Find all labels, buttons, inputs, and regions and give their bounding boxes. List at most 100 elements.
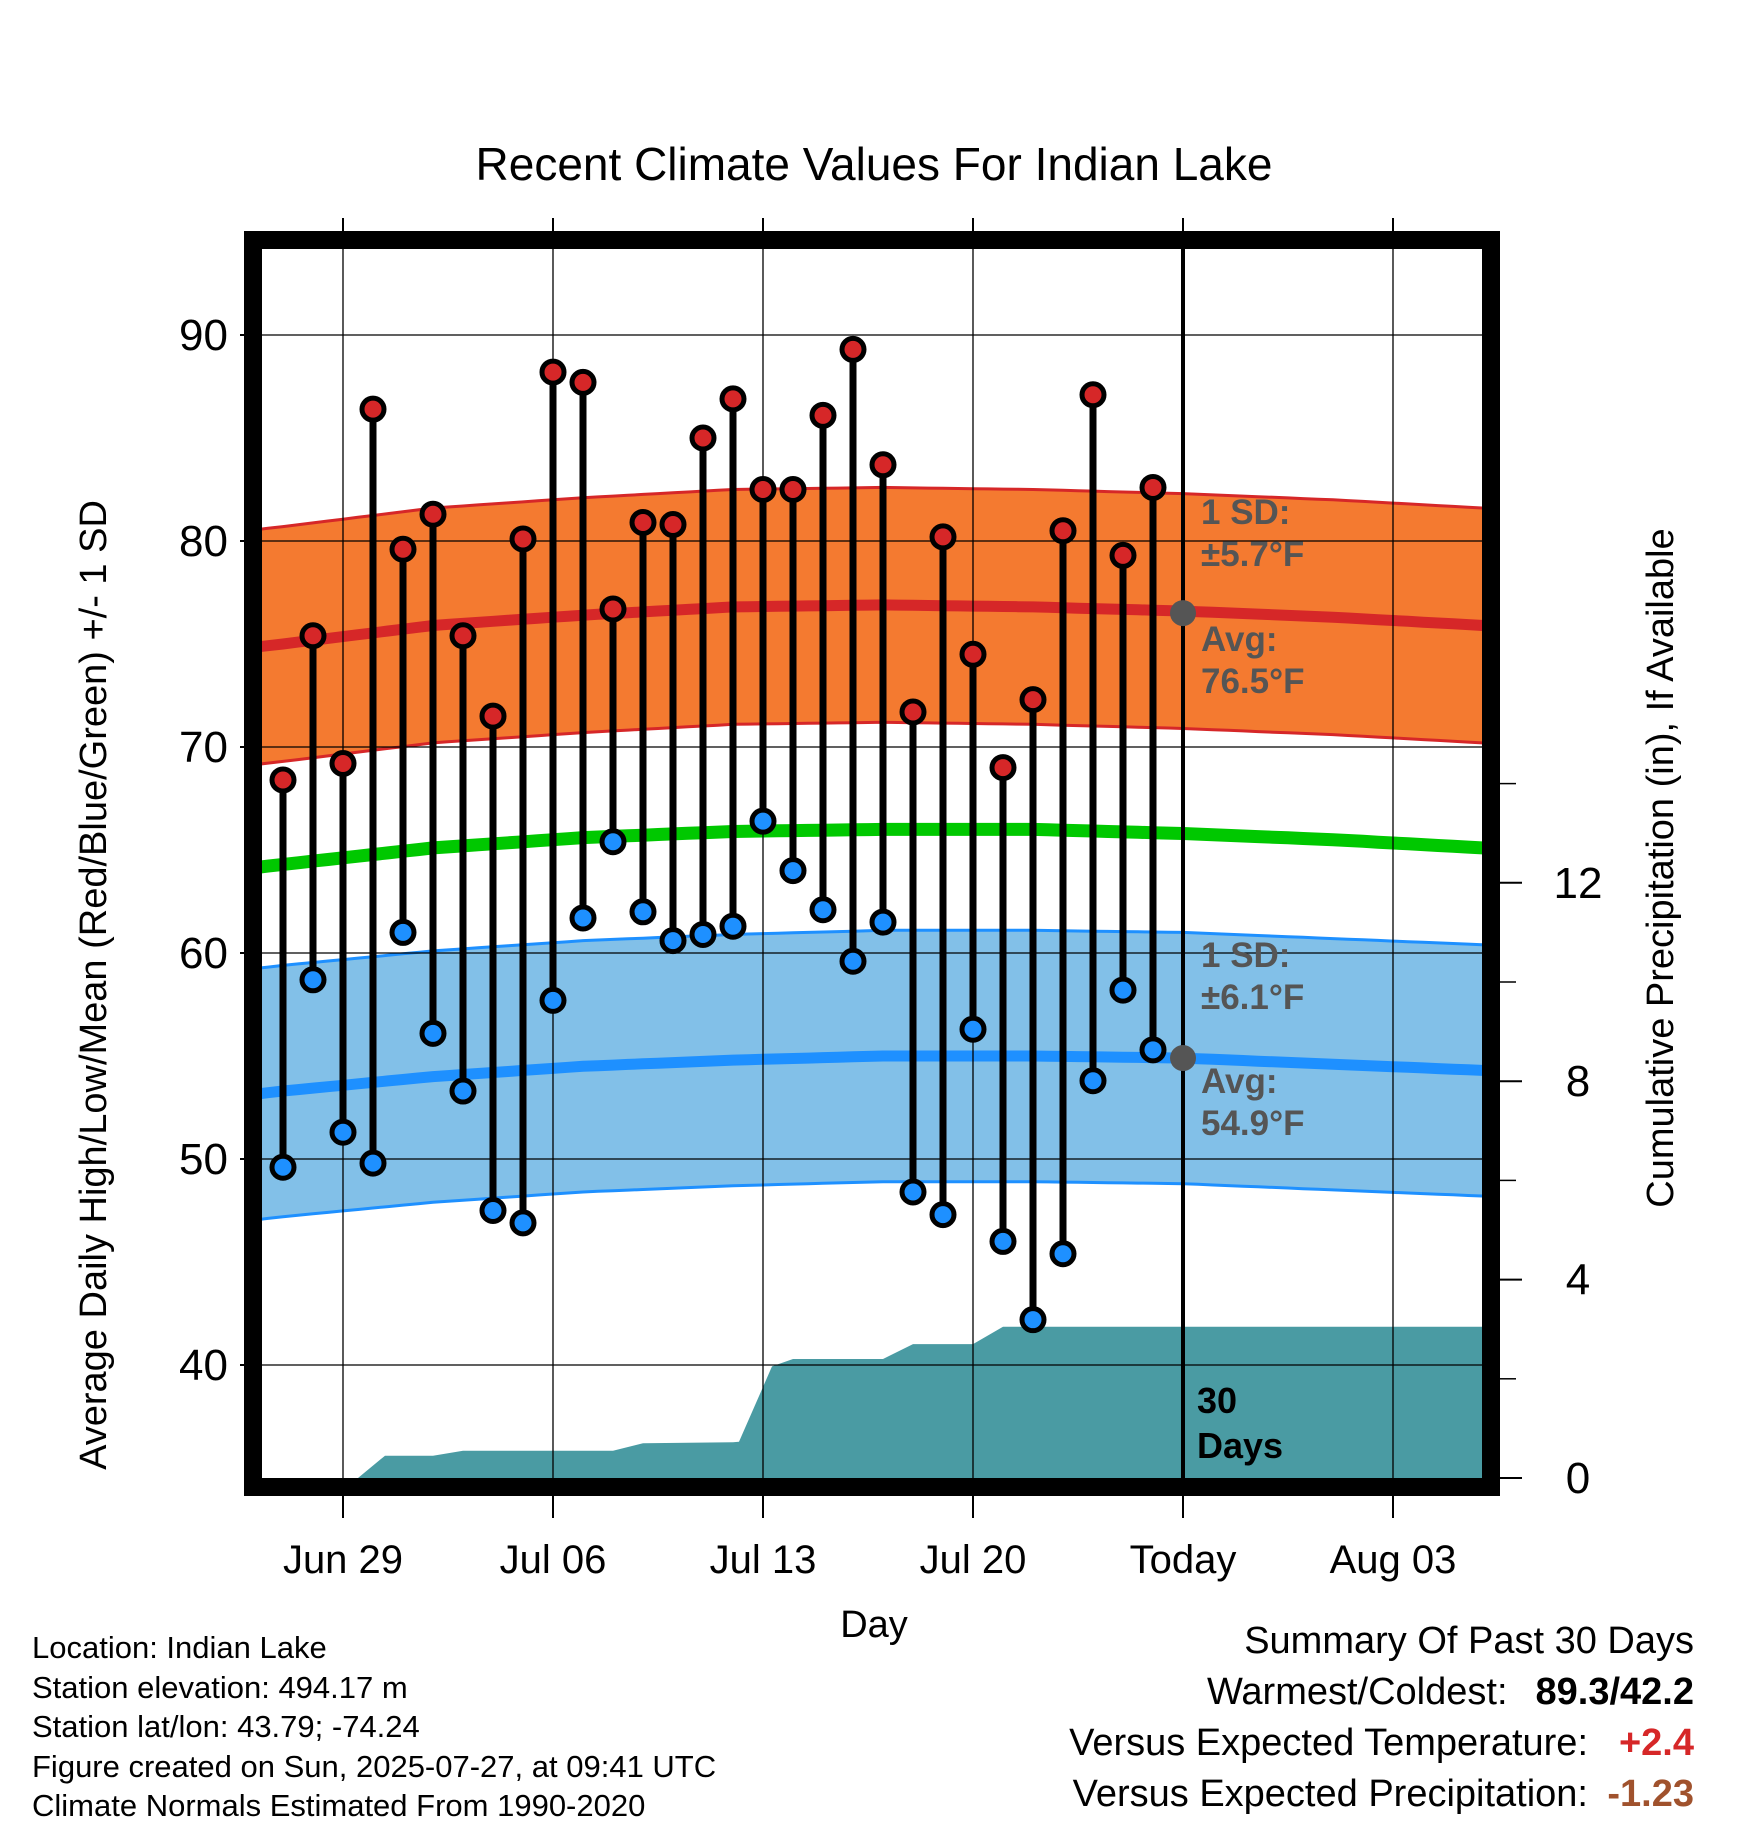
daily-high-point xyxy=(839,335,867,363)
summary-panel: Summary Of Past 30 Days Warmest/Coldest:… xyxy=(1069,1616,1694,1820)
plot-clip-group xyxy=(262,485,1482,1478)
x-tick-label: Today xyxy=(1130,1538,1237,1582)
y-tick-label: 80 xyxy=(179,517,228,566)
normals-text: Climate Normals Estimated From 1990-2020 xyxy=(32,1788,646,1823)
daily-high-point xyxy=(659,511,687,539)
daily-high-point xyxy=(509,525,537,553)
daily-high-point xyxy=(629,508,657,536)
temp-departure-row: Versus Expected Temperature: +2.4 xyxy=(1069,1718,1694,1769)
y-tick-label: 50 xyxy=(179,1135,228,1184)
precip-departure-value: -1.23 xyxy=(1607,1773,1694,1815)
y-axis-label: Average Daily High/Low/Mean (Red/Blue/Gr… xyxy=(73,500,115,1470)
low-sd-value: ±6.1°F xyxy=(1201,978,1304,1017)
temp-departure-label: Versus Expected Temperature: xyxy=(1069,1722,1588,1764)
daily-high-point xyxy=(479,702,507,730)
daily-high-point xyxy=(749,476,777,503)
x-tick-label: Jul 06 xyxy=(500,1538,607,1582)
daily-high-point xyxy=(1139,473,1167,501)
low-sd-lower-line xyxy=(262,1180,1482,1221)
daily-high-point xyxy=(449,622,477,650)
plot-frame xyxy=(244,231,1500,1496)
today-low-normal-dot xyxy=(1170,1045,1196,1072)
daily-high-point xyxy=(779,476,807,503)
temp-departure-value: +2.4 xyxy=(1618,1722,1694,1764)
daily-low-point xyxy=(689,920,717,948)
daily-low-point xyxy=(779,857,807,885)
elevation-text: Station elevation: 494.17 m xyxy=(32,1669,408,1705)
high-avg-value: 76.5°F xyxy=(1201,662,1305,701)
x-tick-label: Jun 29 xyxy=(283,1538,403,1582)
y2-tick-label: 12 xyxy=(1554,859,1603,908)
daily-high-point xyxy=(989,754,1017,782)
station-info: Location: Indian Lake Station elevation:… xyxy=(32,1628,716,1826)
warm-cold-value: 89.3/42.2 xyxy=(1535,1671,1694,1713)
avg-high-line xyxy=(262,599,1482,652)
y-tick-label: 90 xyxy=(179,311,228,360)
low-avg-value: 54.9°F xyxy=(1201,1104,1305,1143)
daily-low-point xyxy=(299,966,327,994)
created-text: Figure created on Sun, 2025-07-27, at 09… xyxy=(32,1748,717,1784)
daily-high-point xyxy=(1019,686,1047,714)
daily-high-point xyxy=(959,640,987,668)
y2-tick-label: 0 xyxy=(1566,1454,1590,1503)
daily-high-point xyxy=(269,766,297,794)
daily-low-point xyxy=(479,1197,507,1224)
daily-high-point xyxy=(299,622,327,650)
warm-cold-row: Warmest/Coldest: 89.3/42.2 xyxy=(1069,1667,1694,1718)
high-sd-lower-line xyxy=(262,720,1482,766)
daily-low-point xyxy=(1109,976,1137,1004)
daily-high-point xyxy=(389,535,417,563)
daily-low-point xyxy=(839,947,867,975)
daily-low-point xyxy=(899,1178,927,1206)
daily-high-point xyxy=(1079,381,1107,409)
high-avg-label: Avg: xyxy=(1201,620,1277,659)
daily-high-point xyxy=(569,368,597,396)
daily-high-point xyxy=(689,424,717,452)
days-count-label: 30 xyxy=(1197,1380,1237,1421)
x-tick-label: Jul 13 xyxy=(710,1538,817,1582)
daily-low-point xyxy=(539,986,567,1014)
daily-low-point xyxy=(509,1209,537,1237)
high-sd-upper-line xyxy=(262,485,1482,531)
daily-low-point xyxy=(659,927,687,955)
daily-low-point xyxy=(929,1201,957,1229)
x-tick-label: Jul 20 xyxy=(920,1538,1027,1582)
days-word-label: Days xyxy=(1197,1425,1283,1466)
daily-high-point xyxy=(719,385,747,413)
daily-low-point xyxy=(1019,1306,1047,1334)
latlon-text: Station lat/lon: 43.79; -74.24 xyxy=(32,1709,420,1744)
warm-cold-label: Warmest/Coldest: xyxy=(1206,1671,1508,1713)
daily-high-point xyxy=(419,500,447,528)
precip-departure-label: Versus Expected Precipitation: xyxy=(1072,1773,1588,1815)
high-sd-label: 1 SD: xyxy=(1201,493,1290,532)
today-high-normal-dot xyxy=(1170,600,1196,627)
daily-high-point xyxy=(539,358,567,386)
daily-low-point xyxy=(809,896,837,924)
y2-tick-label: 8 xyxy=(1566,1057,1590,1106)
location-text: Location: Indian Lake xyxy=(32,1630,327,1665)
y-tick-label: 40 xyxy=(179,1341,228,1390)
daily-low-point xyxy=(719,912,747,940)
y2-axis-label: Cumulative Precipitation (in), If Availa… xyxy=(1640,528,1682,1207)
daily-high-point xyxy=(599,595,627,623)
precip-departure-row: Versus Expected Precipitation: -1.23 xyxy=(1069,1769,1694,1820)
daily-high-point xyxy=(359,395,387,423)
avg-low-line xyxy=(262,1050,1482,1099)
daily-low-point xyxy=(449,1077,477,1105)
high-sd-band xyxy=(262,487,1482,764)
low-sd-label: 1 SD: xyxy=(1201,936,1290,975)
daily-high-point xyxy=(329,749,357,777)
low-avg-label: Avg: xyxy=(1201,1062,1277,1101)
y2-tick-label: 4 xyxy=(1566,1256,1590,1305)
daily-low-point xyxy=(329,1118,357,1146)
daily-low-point xyxy=(989,1227,1017,1255)
chart-title: Recent Climate Values For Indian Lake xyxy=(476,138,1273,190)
precipitation-area xyxy=(262,1326,1482,1478)
low-sd-band xyxy=(262,930,1482,1220)
x-tick-label: Aug 03 xyxy=(1330,1538,1457,1582)
daily-low-point xyxy=(959,1015,987,1043)
daily-high-point xyxy=(869,451,897,479)
y-tick-label: 70 xyxy=(179,723,228,772)
